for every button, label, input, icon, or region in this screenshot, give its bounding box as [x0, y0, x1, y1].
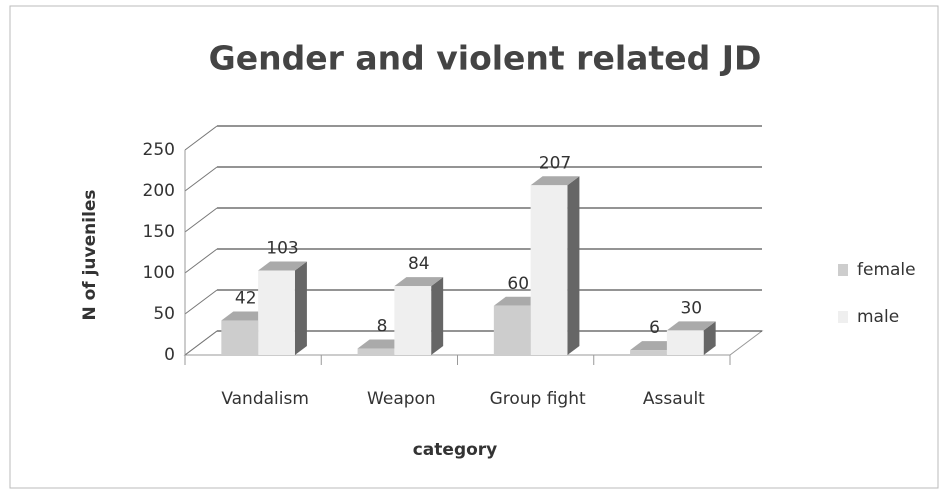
bar — [493, 305, 531, 355]
data-label: 6 — [649, 318, 660, 338]
grid-line-side — [184, 166, 218, 192]
bar-top — [530, 176, 580, 186]
bar-side — [567, 176, 580, 355]
grid-line-side — [184, 248, 218, 274]
grid-line-side — [184, 125, 218, 151]
bar-top — [493, 296, 543, 306]
legend-swatch — [838, 264, 848, 276]
bar-top — [666, 321, 716, 331]
y-axis-label: N of juveniles — [80, 189, 100, 320]
data-label: 60 — [507, 274, 529, 294]
y-tick-label: 150 — [143, 222, 175, 242]
data-label: 207 — [539, 153, 571, 173]
data-label: 8 — [377, 316, 388, 336]
grid-line-side — [184, 330, 218, 356]
data-label: 30 — [680, 298, 702, 318]
bar — [394, 286, 432, 355]
y-tick-label: 100 — [143, 263, 175, 283]
chart-title: Gender and violent related JD — [209, 39, 762, 78]
data-label: 103 — [266, 239, 298, 259]
bar-top — [630, 341, 679, 351]
data-label: 84 — [408, 254, 430, 274]
bar-top — [394, 277, 444, 287]
legend-label: female — [857, 260, 916, 280]
legend-label: male — [857, 307, 899, 327]
bar — [258, 270, 295, 355]
chart-frame — [9, 5, 939, 489]
x-tick-label: Assault — [643, 389, 705, 409]
bar — [221, 320, 259, 355]
y-tick-label: 250 — [143, 140, 175, 160]
x-tick-label: Vandalism — [221, 389, 309, 409]
bar — [530, 185, 568, 355]
bar — [357, 348, 395, 355]
bar — [630, 350, 667, 355]
bar-side — [703, 321, 716, 355]
data-label: 42 — [235, 289, 257, 309]
x-tick-label: Weapon — [367, 389, 436, 409]
x-tick-label: Group fight — [490, 389, 586, 409]
bar-side — [431, 277, 444, 355]
bar-top — [357, 339, 407, 349]
bar-top — [221, 311, 271, 321]
bar-side — [294, 261, 307, 355]
bar — [666, 330, 704, 355]
x-axis-label: category — [413, 440, 498, 460]
bar-top — [258, 261, 307, 271]
legend-swatch — [838, 311, 848, 323]
y-tick-label: 200 — [143, 181, 175, 201]
grid-line-side — [184, 289, 218, 315]
grid-line-side — [184, 207, 218, 233]
y-tick-label: 50 — [153, 304, 175, 324]
y-tick-label: 0 — [164, 345, 175, 365]
